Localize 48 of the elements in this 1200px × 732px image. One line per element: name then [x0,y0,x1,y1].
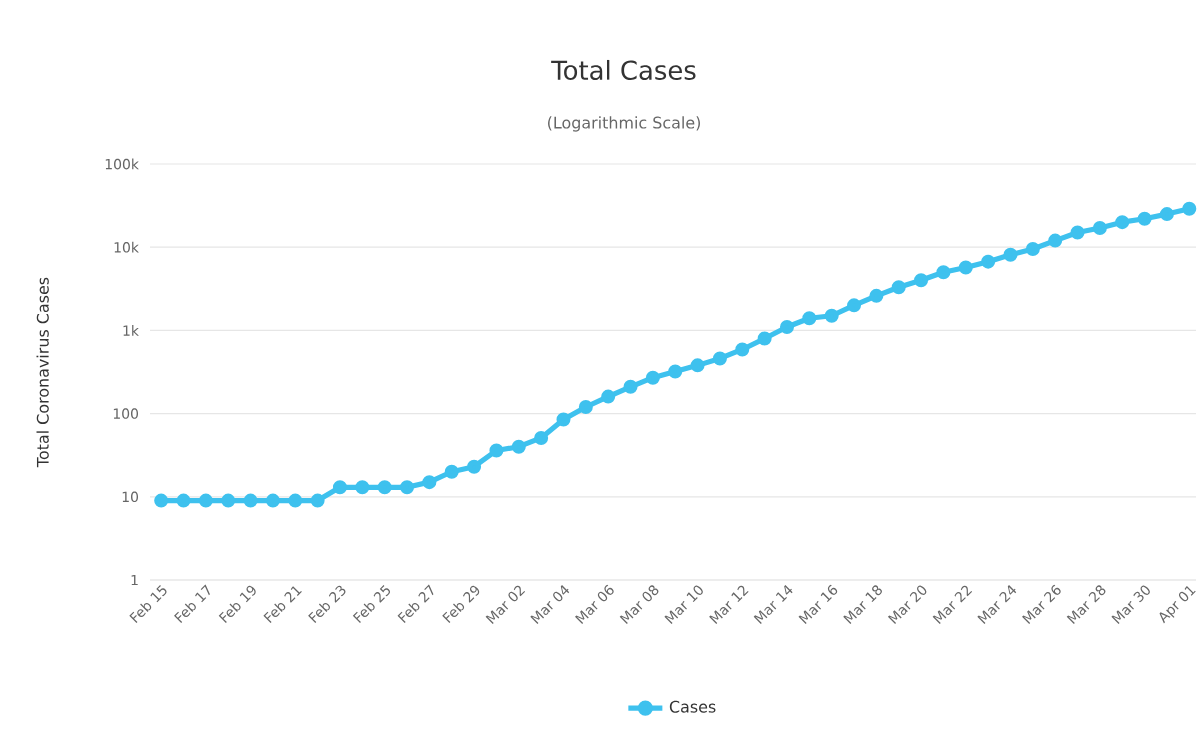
point [668,364,683,379]
point [802,311,817,326]
point [958,260,973,275]
point [1092,221,1107,236]
point [444,464,459,479]
point [824,308,839,323]
point [221,493,236,508]
point [623,379,638,394]
point [400,480,415,495]
point [1115,215,1130,230]
point [578,400,593,415]
point [712,351,727,366]
point [243,493,258,508]
point [1182,201,1197,216]
point [601,389,616,404]
point [1003,247,1018,262]
point [534,430,549,445]
point [489,443,504,458]
point [288,493,303,508]
point [690,358,705,373]
point [176,493,191,508]
point [1048,233,1063,248]
point [869,288,884,303]
point [847,298,862,313]
point [757,331,772,346]
point [981,254,996,269]
point [198,493,213,508]
point [355,480,370,495]
point [511,439,526,454]
point [154,493,169,508]
point [914,273,929,288]
point [467,459,482,474]
point [779,319,794,334]
point [265,493,280,508]
point [377,480,392,495]
point [556,412,571,427]
chart-title: Total Cases [551,59,696,81]
point [310,493,325,508]
point [1070,225,1085,240]
point [891,280,906,295]
point [645,370,660,385]
point [1137,211,1152,226]
point [1159,207,1174,222]
point [936,265,951,280]
point [422,475,437,490]
point [1025,242,1040,257]
point [332,480,347,495]
point [735,342,750,357]
